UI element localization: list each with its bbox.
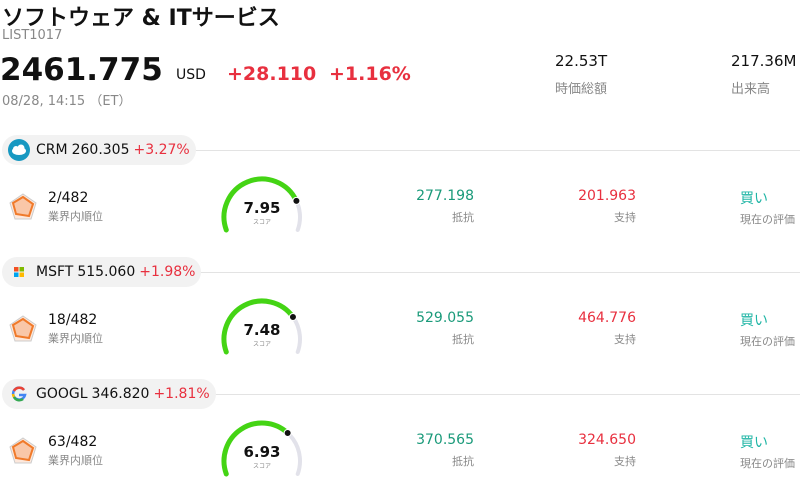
resistance-label: 抵抗 [452,211,474,224]
stock-price: 346.820 [91,386,150,402]
score-gauge [221,298,302,355]
stock-pill[interactable]: MSFT 515.060 +1.98% [2,257,202,287]
stock-pill[interactable]: GOOGL 346.820 +1.81% [2,379,216,409]
rank-label: 業界内順位 [48,454,103,467]
time: 08/28, 14:15 （ET） [2,94,132,109]
resistance: 529.055 [416,310,474,326]
stock-change: +1.81% [153,386,210,402]
rating-label: 現在の評価 [740,457,795,470]
volume: 217.36M [731,52,797,70]
stock-price: 260.305 [71,142,130,158]
support: 324.650 [578,432,636,448]
score-gauge [221,420,302,477]
score-arc [221,298,296,355]
stock-price: 515.060 [77,264,136,280]
score: 7.48 [243,321,281,339]
rating: 買い [740,313,768,329]
support-label: 支持 [614,333,636,346]
ticker: MSFT [36,264,74,280]
change-pct: +1.16% [329,63,411,85]
support: 201.963 [578,188,636,204]
title: ソフトウェア & ITサービス [2,6,280,31]
score-arc [221,176,299,233]
radar-icon [9,437,37,464]
score: 6.93 [243,443,281,461]
rank: 63/482 [48,434,98,450]
stock-pill[interactable]: CRM 260.305 +3.27% [2,135,196,165]
score-arc [221,420,291,477]
rank: 2/482 [48,190,89,206]
rank: 18/482 [48,312,98,328]
score: 7.95 [243,199,281,217]
stock-change: +1.98% [139,264,196,280]
resistance: 370.565 [416,432,474,448]
logo [14,267,24,277]
change: +28.110 [227,63,317,85]
logo [8,139,30,161]
volume-label: 出来高 [731,82,771,97]
currency: USD [176,67,206,83]
ticker: CRM [36,142,68,158]
code: LIST1017 [2,28,63,43]
radar-icon [9,315,37,342]
score-label: スコア [252,219,271,226]
price: 2461.775 [0,52,163,88]
score-gauge [221,176,302,233]
rating: 買い [740,435,768,451]
support-label: 支持 [614,211,636,224]
market-cap: 22.53T [555,52,608,70]
rank-label: 業界内順位 [48,332,103,345]
rank-label: 業界内順位 [48,210,103,223]
radar-icon [9,193,37,220]
resistance-label: 抵抗 [452,333,474,346]
rating-label: 現在の評価 [740,335,795,348]
logo [11,386,27,402]
support-label: 支持 [614,455,636,468]
resistance: 277.198 [416,188,474,204]
support: 464.776 [578,310,636,326]
score-label: スコア [252,463,271,470]
rating-label: 現在の評価 [740,213,795,226]
rating: 買い [740,191,768,207]
ticker: GOOGL [36,386,88,402]
score-label: スコア [252,341,271,348]
stock-change: +3.27% [133,142,190,158]
market-cap-label: 時価総額 [555,82,608,97]
resistance-label: 抵抗 [452,455,474,468]
